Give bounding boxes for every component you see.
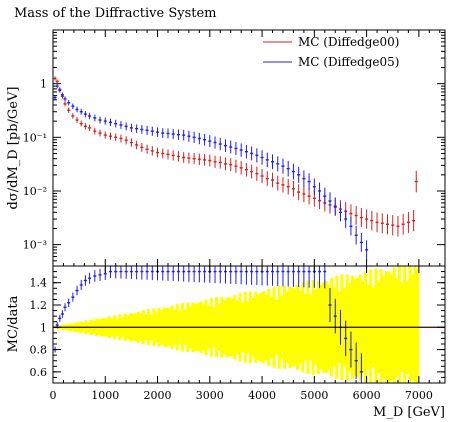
main-panel: Mass of the Diffractive System 10⁻³10⁻²1… <box>6 6 446 267</box>
ratio-x-tick-label-3: 3000 <box>196 389 224 402</box>
ratio-y-axis-label: MC/data <box>6 295 21 352</box>
main-y-ticks: 10⁻³ 10⁻² 10⁻¹ 1 <box>23 31 445 267</box>
ratio-x-tick-label-2: 2000 <box>144 389 172 402</box>
band-segment-134 <box>403 266 407 383</box>
legend: MC (Diffedge00) MC (Diffedge05) <box>263 35 399 69</box>
main-y-tick-label-0: 10⁻³ <box>23 239 47 252</box>
main-y-axis-label: dσ/dM_D [pb/GeV] <box>6 87 21 210</box>
band-segment-125 <box>379 269 383 383</box>
main-series-layer <box>53 76 418 260</box>
band-segment-132 <box>397 266 401 383</box>
band-segment-121 <box>369 269 373 383</box>
ratio-y-tick-label-3: 1.2 <box>30 299 48 312</box>
legend-label-1: MC (Diffedge05) <box>298 55 399 69</box>
chart-title: Mass of the Diffractive System <box>14 6 217 21</box>
band-segment-138 <box>413 266 417 383</box>
ratio-y-tick-label-2: 1 <box>40 321 47 334</box>
band-segment-130 <box>392 267 396 383</box>
ratio-y-tick-label-1: 0.8 <box>30 344 48 357</box>
ratio-x-tick-label-1: 1000 <box>91 389 119 402</box>
ratio-x-tick-label-5: 5000 <box>300 389 328 402</box>
main-y-tick-label-2: 10⁻¹ <box>23 131 47 144</box>
main-y-tick-label-3: 1 <box>40 78 47 91</box>
ratio-x-tick-label-6: 6000 <box>353 389 381 402</box>
legend-label-0: MC (Diffedge00) <box>298 35 399 49</box>
band-segment-139 <box>416 269 420 383</box>
band-segment-136 <box>408 266 412 383</box>
band-segment-123 <box>374 268 378 383</box>
ratio-plot-frame <box>52 265 446 384</box>
ratio-panel: 0.6 0.8 1 1.2 1.4 0 1000 2000 3000 4000 5000 6000 7… <box>6 265 446 420</box>
ratio-x-tick-label-0: 0 <box>50 389 57 402</box>
ratio-x-tick-label-4: 4000 <box>248 389 276 402</box>
ratio-y-tick-label-0: 0.6 <box>30 366 48 379</box>
ratio-x-ticks: 0 1000 2000 3000 4000 5000 6000 7000 <box>50 266 441 402</box>
main-y-tick-label-1: 10⁻² <box>23 185 47 198</box>
ratio-x-tick-label-7: 7000 <box>405 389 433 402</box>
ratio-y-tick-label-4: 1.4 <box>30 277 48 290</box>
ratio-y-ticks: 0.6 0.8 1 1.2 1.4 <box>30 271 445 379</box>
x-axis-label: M_D [GeV] <box>373 405 445 420</box>
